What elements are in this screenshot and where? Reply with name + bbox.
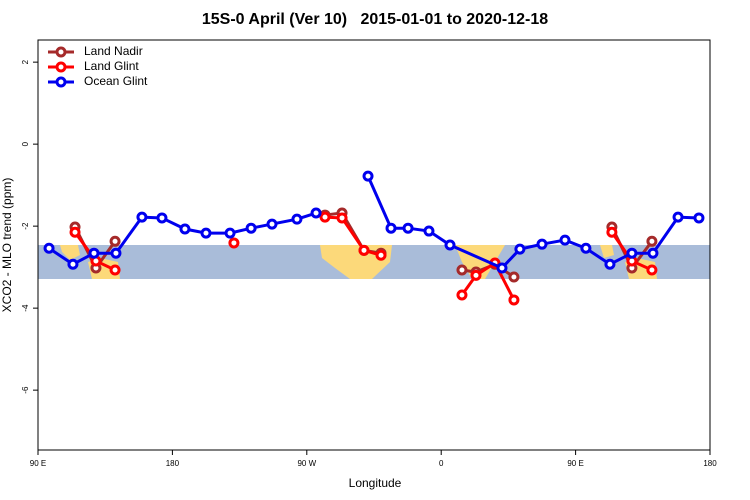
point (647, 247, 659, 259)
point (402, 222, 414, 234)
y-tick-label: 2 (21, 59, 30, 64)
y-tick-label: -6 (21, 386, 30, 394)
point (200, 227, 212, 239)
point (336, 212, 348, 224)
point (606, 226, 618, 238)
point (580, 242, 592, 254)
point (604, 258, 616, 270)
point (362, 170, 374, 182)
point (444, 239, 456, 251)
y-tick-label: 0 (21, 141, 30, 146)
point (291, 213, 303, 225)
legend-marker (55, 76, 67, 88)
legend-marker (55, 61, 67, 73)
point (375, 249, 387, 261)
y-tick-label: -4 (21, 304, 30, 312)
point (470, 269, 482, 281)
point (456, 289, 468, 301)
point (672, 211, 684, 223)
point (67, 258, 79, 270)
point (69, 226, 81, 238)
x-axis-label: Longitude (349, 476, 402, 490)
y-axis-label: XCO2 - MLO trend (ppm) (0, 178, 14, 313)
point (88, 247, 100, 259)
point (156, 212, 168, 224)
point (646, 235, 658, 247)
point (43, 242, 55, 254)
legend-label: Land Glint (84, 59, 139, 73)
point (456, 264, 468, 276)
plot-frame (37, 39, 711, 451)
point (109, 235, 121, 247)
point (319, 211, 331, 223)
point (514, 243, 526, 255)
x-tick-label: 180 (166, 459, 180, 468)
point (224, 227, 236, 239)
x-tick-label: 90 W (297, 459, 316, 468)
x-tick-label: 90 E (30, 459, 46, 468)
point (508, 271, 520, 283)
x-tick-label: 180 (703, 459, 717, 468)
point (626, 247, 638, 259)
point (646, 264, 658, 276)
point (496, 262, 508, 274)
x-tick-label: 90 E (567, 459, 583, 468)
point (266, 218, 278, 230)
point (228, 237, 240, 249)
point (136, 211, 148, 223)
legend-marker (55, 46, 67, 58)
point (423, 225, 435, 237)
point (310, 207, 322, 219)
point (693, 212, 705, 224)
chart-title: 15S-0 April (Ver 10) 2015-01-01 to 2020-… (202, 11, 548, 28)
x-tick-label: 0 (439, 459, 444, 468)
y-tick-label: -2 (21, 222, 30, 230)
legend-label: Land Nadir (84, 44, 143, 58)
point (109, 264, 121, 276)
point (559, 234, 571, 246)
legend-label: Ocean Glint (84, 74, 148, 88)
point (179, 223, 191, 235)
point (508, 294, 520, 306)
point (110, 247, 122, 259)
point (385, 222, 397, 234)
point (358, 244, 370, 256)
point (536, 238, 548, 250)
point (245, 222, 257, 234)
